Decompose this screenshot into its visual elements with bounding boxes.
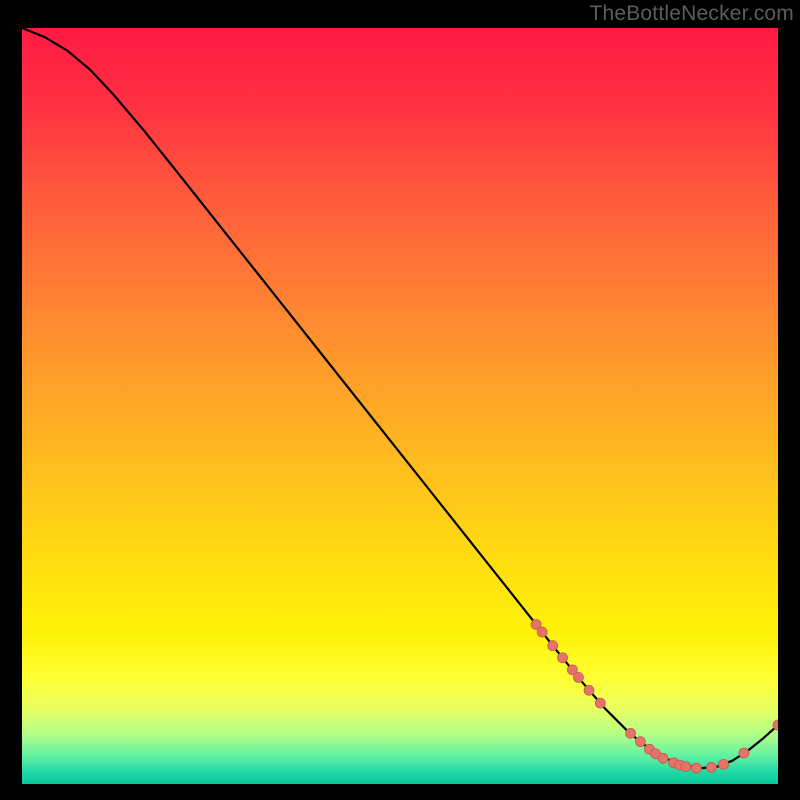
data-marker bbox=[584, 685, 594, 695]
data-marker bbox=[595, 698, 605, 708]
data-marker bbox=[706, 762, 716, 772]
data-marker bbox=[658, 753, 668, 763]
data-marker bbox=[681, 762, 691, 772]
data-marker bbox=[739, 748, 749, 758]
data-marker bbox=[691, 763, 701, 773]
watermark-text: TheBottleNecker.com bbox=[589, 2, 794, 26]
data-marker bbox=[719, 759, 729, 769]
bottleneck-curve-plot bbox=[22, 28, 778, 784]
data-marker bbox=[635, 737, 645, 747]
data-marker bbox=[548, 641, 558, 651]
chart-container: TheBottleNecker.com bbox=[0, 0, 800, 800]
plot-svg bbox=[22, 28, 778, 784]
data-marker bbox=[558, 653, 568, 663]
data-marker bbox=[626, 728, 636, 738]
data-marker bbox=[573, 672, 583, 682]
gradient-background bbox=[22, 28, 778, 784]
data-marker bbox=[537, 627, 547, 637]
